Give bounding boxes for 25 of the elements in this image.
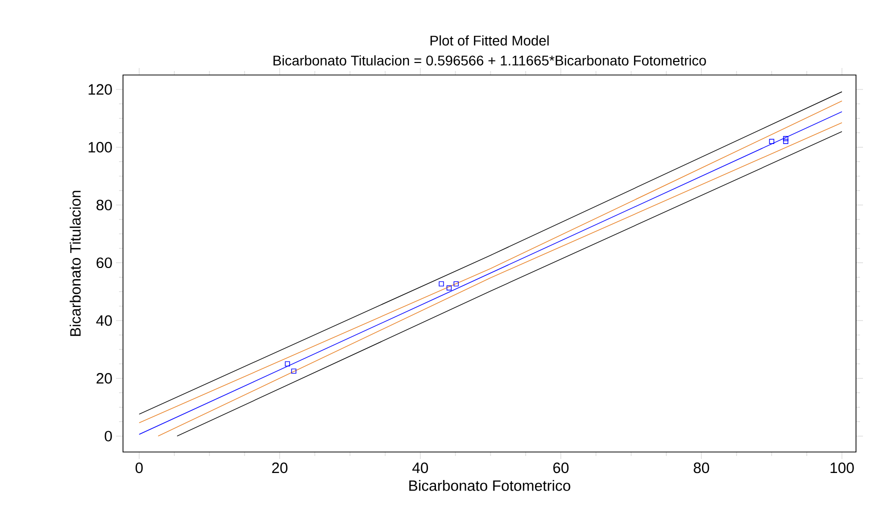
y-tick-label: 20 [96, 373, 112, 384]
x-axis-title: Bicarbonato Fotometrico [409, 480, 570, 491]
y-axis-title: Bicarbonato Titulacion [70, 190, 81, 336]
point [783, 136, 788, 142]
x-tick-label: 60 [553, 462, 569, 474]
chart-subtitle: Bicarbonato Titulacion = 0.596566 + 1.11665*Bicarbonato Fotometrico [274, 55, 706, 66]
point [438, 281, 444, 286]
y-tick-label: 40 [96, 315, 112, 326]
x-tick-label: 100 [830, 462, 854, 474]
x-tick-label: 20 [272, 462, 288, 474]
y-tick-label: 120 [88, 84, 112, 95]
point [291, 368, 296, 374]
point [284, 361, 290, 366]
point [454, 281, 459, 286]
x-tick-label: 80 [694, 462, 710, 474]
y-tick-label: 0 [104, 430, 112, 442]
x-tick-label: 40 [412, 462, 428, 474]
x-tick-label: 0 [136, 462, 143, 474]
y-tick-label: 60 [96, 257, 112, 268]
point [446, 285, 452, 290]
point [783, 138, 788, 144]
y-tick-label: 100 [88, 142, 112, 153]
point [769, 138, 774, 144]
chart-title: Plot of Fitted Model [430, 35, 549, 46]
y-tick-label: 80 [96, 200, 112, 210]
